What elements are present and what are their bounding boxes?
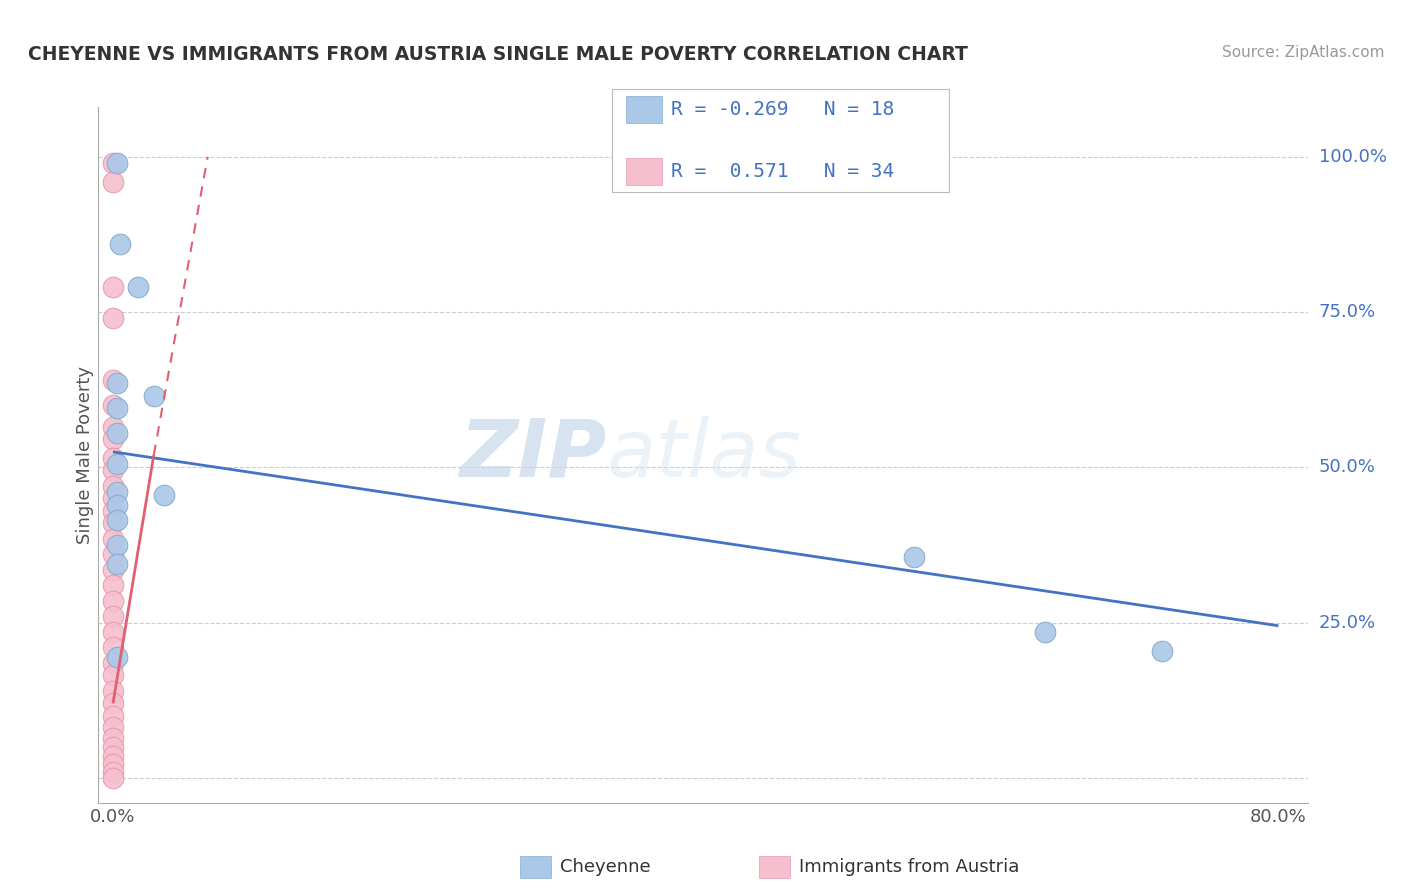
Point <box>101 463 124 477</box>
Point <box>142 389 165 403</box>
Point <box>101 516 124 531</box>
Point <box>101 156 124 170</box>
Point <box>105 156 128 170</box>
Point <box>105 498 128 512</box>
Point <box>101 764 124 779</box>
Text: Cheyenne: Cheyenne <box>560 858 650 876</box>
Point <box>105 557 128 571</box>
Point <box>101 656 124 670</box>
Text: ZIP: ZIP <box>458 416 606 494</box>
Point <box>101 684 124 698</box>
Point <box>101 697 124 711</box>
Text: 50.0%: 50.0% <box>1319 458 1375 476</box>
Point <box>105 538 128 552</box>
Point <box>101 739 124 754</box>
Point <box>101 749 124 764</box>
Point <box>110 236 132 251</box>
Point <box>105 513 128 527</box>
Point <box>101 624 124 639</box>
Point <box>101 373 124 387</box>
Point <box>101 504 124 518</box>
Point <box>101 708 124 723</box>
Point <box>101 175 124 189</box>
Point <box>101 311 124 326</box>
Point <box>101 547 124 561</box>
Point <box>105 376 128 391</box>
Point <box>1150 643 1173 657</box>
Point <box>101 757 124 772</box>
Point <box>101 491 124 506</box>
Point <box>101 450 124 465</box>
Point <box>105 401 128 416</box>
Point <box>101 280 124 294</box>
Text: 25.0%: 25.0% <box>1319 614 1376 632</box>
Point <box>101 420 124 434</box>
Point <box>153 488 176 502</box>
Point <box>105 485 128 500</box>
Text: 100.0%: 100.0% <box>1319 148 1386 166</box>
Text: atlas: atlas <box>606 416 801 494</box>
Y-axis label: Single Male Poverty: Single Male Poverty <box>76 366 94 544</box>
Point <box>101 433 124 447</box>
Point <box>101 563 124 577</box>
Point <box>903 550 925 565</box>
Point <box>101 532 124 546</box>
Point <box>101 668 124 682</box>
Point <box>105 457 128 471</box>
Point <box>101 731 124 745</box>
Point <box>101 578 124 592</box>
Text: CHEYENNE VS IMMIGRANTS FROM AUSTRIA SINGLE MALE POVERTY CORRELATION CHART: CHEYENNE VS IMMIGRANTS FROM AUSTRIA SING… <box>28 45 967 63</box>
Text: R = -0.269   N = 18: R = -0.269 N = 18 <box>671 100 894 120</box>
Point <box>105 426 128 441</box>
Point <box>101 609 124 624</box>
Text: Immigrants from Austria: Immigrants from Austria <box>799 858 1019 876</box>
Point <box>127 280 149 294</box>
Point <box>105 649 128 664</box>
Point <box>101 720 124 734</box>
Text: R =  0.571   N = 34: R = 0.571 N = 34 <box>671 161 894 181</box>
Text: 75.0%: 75.0% <box>1319 303 1376 321</box>
Point <box>1033 624 1056 639</box>
Point <box>101 398 124 412</box>
Text: Source: ZipAtlas.com: Source: ZipAtlas.com <box>1222 45 1385 60</box>
Point <box>101 479 124 493</box>
Point <box>101 640 124 655</box>
Point <box>101 771 124 785</box>
Point <box>101 594 124 608</box>
